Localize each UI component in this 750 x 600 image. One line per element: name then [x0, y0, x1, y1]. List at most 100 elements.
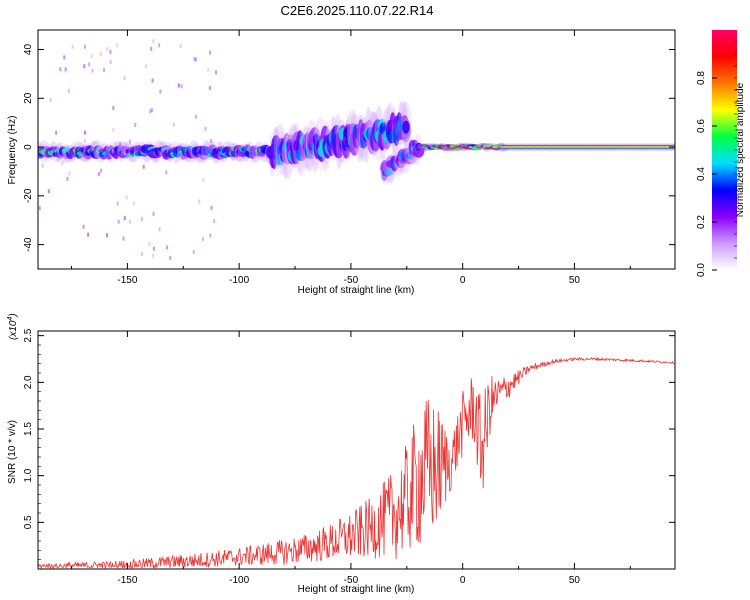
spectrogram-speckle-cell	[180, 84, 183, 89]
spectrogram-speckle-cell	[192, 250, 195, 255]
spectrogram-speckle-cell	[88, 62, 91, 67]
spectrogram-speckle-cell	[106, 47, 109, 52]
snr-multiplier-close: )	[8, 313, 19, 317]
colorbar-label: Normalized spectral amplitude	[735, 82, 746, 217]
spectrogram-speckle-cell	[109, 60, 112, 65]
snr-xtick-label: -50	[344, 575, 359, 586]
spectrogram-speckle-cell	[83, 64, 86, 69]
spectrogram-xtick-label: -100	[229, 275, 249, 286]
snr-panel: -150 -100 -50 0 50 0.5 1.0 1.5 2.0 2.5 Height of …	[7, 313, 676, 595]
spectrogram-speckle-cell	[179, 44, 182, 49]
spectrogram-speckle-cell	[117, 219, 120, 224]
spectrogram-speckle-cell	[116, 43, 119, 48]
spectrogram-speckle-cell	[41, 163, 44, 168]
snr-multiplier: (x104)	[7, 313, 19, 340]
spectrogram-speckle-cell	[103, 67, 106, 72]
spectrogram-feature-3	[416, 142, 510, 152]
spectrogram-speckle-cell	[158, 227, 161, 232]
spectrogram-speckle-cell	[83, 139, 86, 144]
spectrogram-speckle-cell	[152, 211, 155, 216]
spectrogram-cell	[402, 120, 410, 134]
spectrogram-speckle-cell	[145, 64, 148, 69]
spectrogram-speckle-cell	[106, 146, 109, 151]
spectrogram-feature-2	[380, 133, 425, 186]
colorbar-ticks: 0.0 0.2 0.4 0.6 0.8	[696, 41, 737, 277]
spectrogram-speckle-cell	[151, 78, 154, 83]
spectrogram-speckle-cell	[68, 171, 71, 176]
spectrogram-ytick-label: 40	[23, 44, 34, 56]
spectrogram-speckle-cell	[71, 44, 74, 49]
spectrogram-speckle-cell	[125, 195, 128, 200]
colorbar: 0.0 0.2 0.4 0.6 0.8 Normalized spectral ampl…	[696, 30, 746, 277]
spectrogram-speckle-cell	[158, 43, 161, 48]
spectrogram-speckle-cell	[91, 68, 94, 73]
spectrogram-speckle-cell	[194, 114, 197, 119]
snr-xlabel: Height of straight line (km)	[298, 584, 415, 595]
colorbar-tick-label: 0.2	[696, 215, 707, 229]
spectrogram-speckle-cell	[152, 39, 155, 44]
colorbar-tick-label: 0.4	[696, 167, 707, 181]
spectrogram-speckle-cell	[213, 219, 216, 224]
colorbar-tick-label: 0.0	[696, 263, 707, 277]
spectrogram-speckle-cell	[129, 219, 132, 224]
spectrogram-speckle-cell	[169, 255, 172, 260]
spectrogram-ytick-label: -40	[23, 237, 34, 252]
spectrogram-speckle-cell	[150, 108, 153, 113]
spectrogram-ytick-label: -20	[23, 188, 34, 203]
spectrogram-speckle-cell	[90, 54, 93, 59]
spectrogram-speckle-cell	[166, 245, 169, 250]
spectrogram-speckle-cell	[55, 130, 58, 135]
spectrogram-speckle-cell	[83, 130, 86, 135]
spectrogram-speckle-cell	[66, 176, 69, 181]
spectrogram-speckle-cell	[193, 56, 196, 61]
spectrogram-speckle-cell	[132, 201, 135, 206]
spectrogram-speckle-cell	[210, 139, 213, 144]
spectrogram-speckle-cell	[150, 46, 153, 51]
snr-xtick-label: -100	[229, 575, 249, 586]
spectrogram-speckle-cell	[122, 236, 125, 241]
spectrogram-speckle-cell	[123, 76, 126, 81]
spectrogram-speckle-cell	[201, 237, 204, 242]
spectrogram-speckle-cell	[119, 142, 122, 147]
spectrogram-speckle-cell	[100, 168, 103, 173]
spectrogram-speckle-cell	[129, 139, 132, 144]
spectrogram-marks	[38, 39, 675, 260]
spectrogram-xtick-label: 50	[569, 275, 581, 286]
spectrogram-panel: -150 -100 -50 0 50 -40 -20 0 20 40 Height of stra…	[7, 29, 676, 296]
snr-xtick-label: 0	[460, 575, 466, 586]
spectrogram-speckle-cell	[38, 206, 41, 211]
spectrogram-speckle-cell	[63, 55, 66, 60]
spectrogram-speckle-cell	[87, 232, 90, 237]
spectrogram-ytick-label: 0	[23, 144, 34, 150]
snr-ytick-label: 1.5	[23, 422, 34, 436]
spectrogram-speckle-cell	[148, 242, 151, 247]
spectrogram-speckle-cell	[151, 253, 154, 258]
spectrogram-speckle-cell	[47, 189, 50, 194]
spectrogram-speckle-cell	[209, 50, 212, 55]
spectrogram-speckle-cell	[112, 128, 115, 133]
snr-xtick-label: -150	[117, 575, 137, 586]
spectrogram-speckle-cell	[123, 151, 126, 156]
snr-multiplier-exp: 4	[7, 317, 14, 321]
snr-background	[38, 331, 675, 569]
spectrogram-speckle-cell	[142, 164, 145, 169]
snr-marks	[38, 356, 675, 569]
spectrogram-speckle-cell	[207, 67, 210, 72]
spectrogram-speckle-cell	[97, 172, 100, 177]
snr-multiplier-text: (x10	[8, 320, 19, 340]
spectrogram-ylabel: Frequency (Hz)	[7, 116, 18, 185]
spectrogram-feature-0	[38, 140, 280, 164]
snr-frame	[37, 330, 676, 570]
spectrogram-speckle	[38, 39, 218, 260]
spectrogram-speckle-cell	[83, 44, 86, 49]
spectrogram-speckle-cell	[134, 122, 137, 127]
snr-ylabel: SNR (10 * v/v)	[7, 420, 18, 484]
spectrogram-speckle-cell	[198, 199, 201, 204]
spectrogram-speckle-cell	[152, 246, 155, 251]
spectrogram-speckle-cell	[106, 233, 109, 238]
spectrogram-speckle-cell	[112, 105, 115, 110]
spectrogram-speckle-cell	[215, 70, 218, 75]
spectrogram-speckle-cell	[67, 88, 70, 93]
spectrogram-speckle-cell	[59, 67, 62, 72]
spectrogram-feature-1	[266, 100, 412, 180]
